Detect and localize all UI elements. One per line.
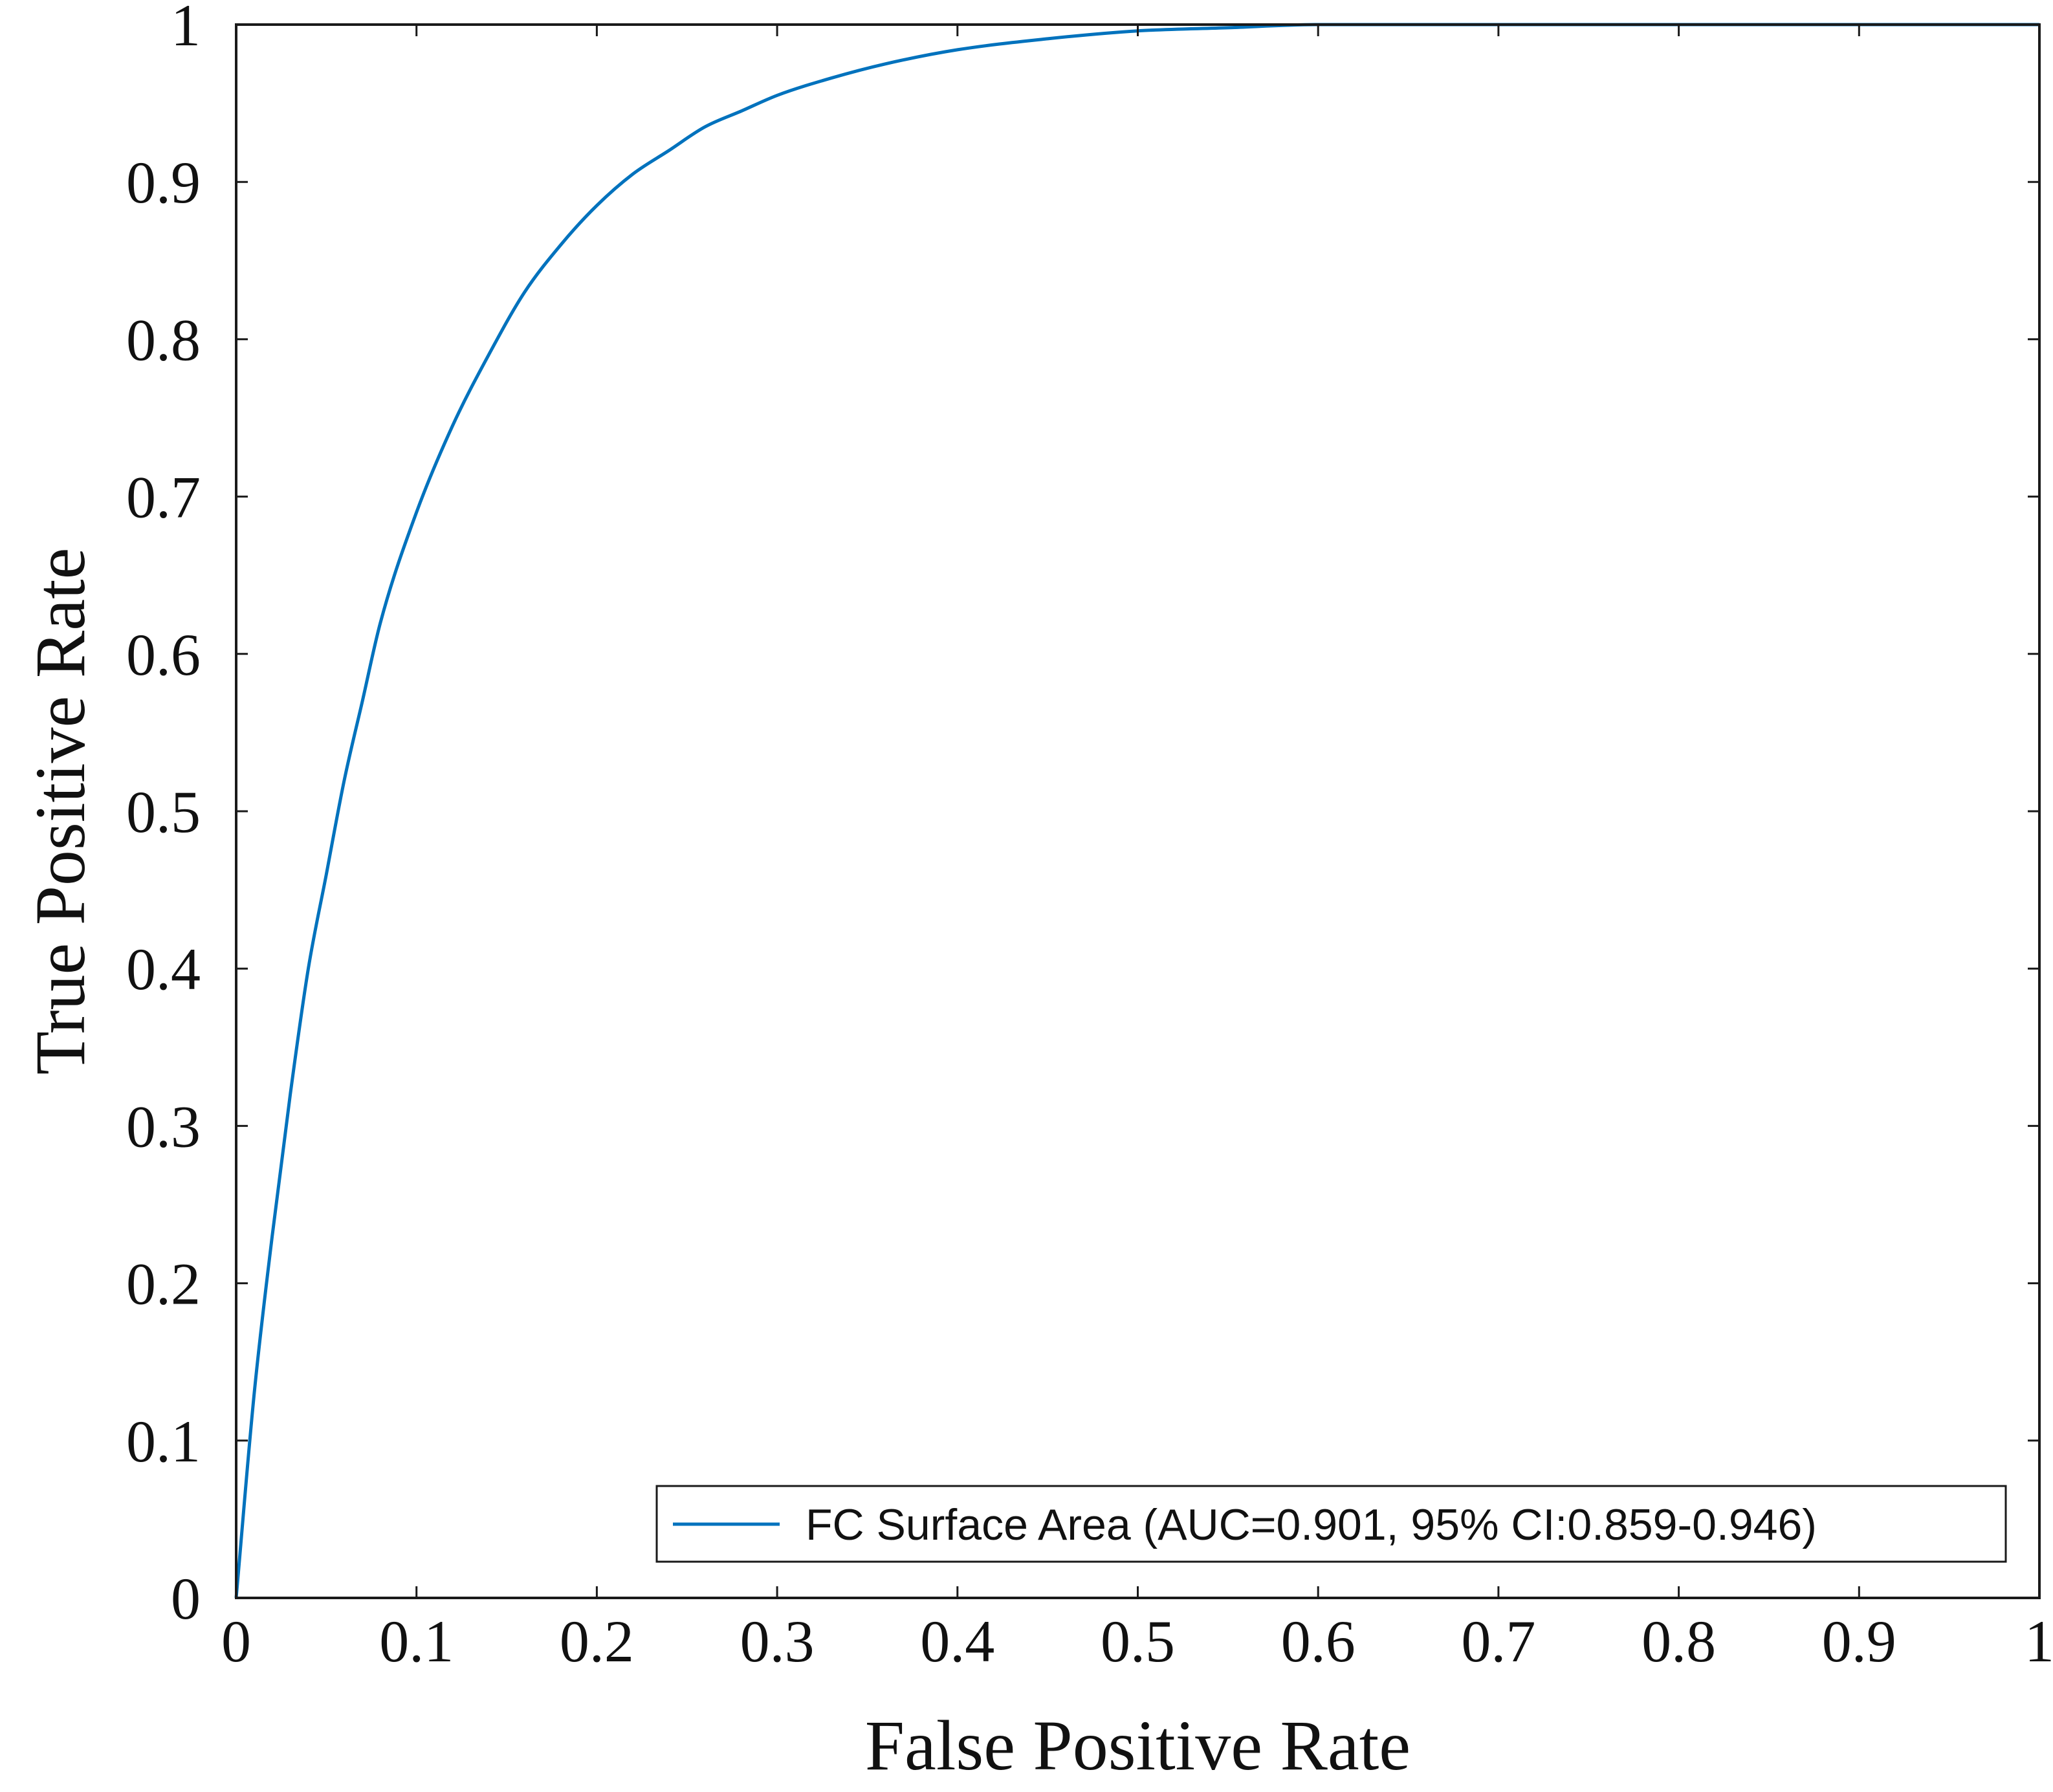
x-axis-ticks: 0 0.1 0.2 0.3 0.4 0.5 0.6 0.7 0.8 0.9 1 [221, 25, 2053, 1674]
y-tick-label: 0.2 [126, 1251, 201, 1317]
legend[interactable]: FC Surface Area (AUC=0.901, 95% CI:0.859… [655, 1485, 2007, 1563]
x-tick-label: 0.4 [920, 1608, 994, 1674]
x-tick-label: 0.5 [1101, 1608, 1175, 1674]
x-tick-label: 0.9 [1822, 1608, 1896, 1674]
y-tick-label: 0.8 [126, 307, 201, 373]
y-tick-label: 0.1 [126, 1408, 201, 1474]
legend-box [655, 1485, 2007, 1563]
legend-label: FC Surface Area (AUC=0.901, 95% CI:0.859… [806, 1500, 1817, 1549]
y-tick-label: 0 [171, 1566, 201, 1632]
y-axis-label: True Positive Rate [21, 548, 100, 1075]
x-axis-label: False Positive Rate [865, 1706, 1411, 1785]
x-tick-label: 0.1 [379, 1608, 454, 1674]
x-tick-label: 0.6 [1281, 1608, 1356, 1674]
y-tick-label: 0.6 [126, 622, 201, 688]
y-tick-label: 0.4 [126, 936, 201, 1002]
x-tick-label: 1 [2025, 1608, 2053, 1674]
x-tick-label: 0 [221, 1608, 251, 1674]
x-tick-label: 0.8 [1641, 1608, 1716, 1674]
y-tick-label: 0.9 [126, 149, 201, 215]
x-tick-label: 0.2 [560, 1608, 634, 1674]
y-tick-label: 0.5 [126, 779, 201, 845]
y-tick-label: 0.3 [126, 1093, 201, 1159]
y-axis-ticks: 0 0.1 0.2 0.3 0.4 0.5 0.6 0.7 0.8 0.9 1 [126, 0, 2039, 1632]
x-tick-label: 0.7 [1461, 1608, 1535, 1674]
x-tick-label: 0.3 [740, 1608, 815, 1674]
y-tick-label: 1 [171, 0, 201, 58]
y-tick-label: 0.7 [126, 464, 201, 530]
